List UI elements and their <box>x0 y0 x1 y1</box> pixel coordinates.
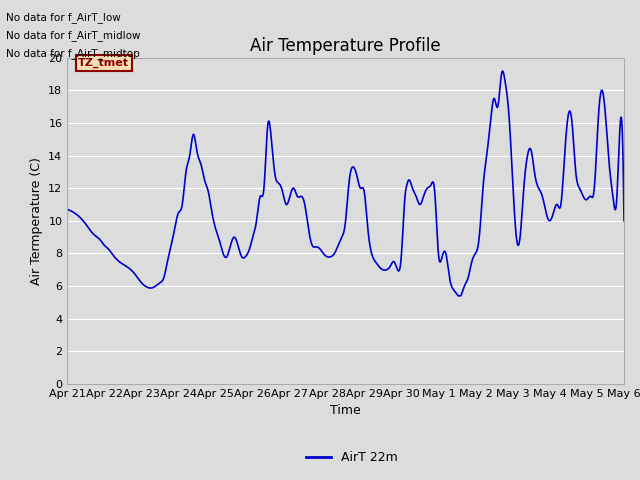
Text: No data for f_AirT_midtop: No data for f_AirT_midtop <box>6 48 140 60</box>
Text: TZ_tmet: TZ_tmet <box>78 58 129 68</box>
Legend: AirT 22m: AirT 22m <box>301 446 403 469</box>
Y-axis label: Air Termperature (C): Air Termperature (C) <box>29 157 43 285</box>
Text: No data for f_AirT_midlow: No data for f_AirT_midlow <box>6 30 141 41</box>
X-axis label: Time: Time <box>330 405 361 418</box>
Text: No data for f_AirT_low: No data for f_AirT_low <box>6 12 121 23</box>
Title: Air Temperature Profile: Air Temperature Profile <box>250 36 441 55</box>
